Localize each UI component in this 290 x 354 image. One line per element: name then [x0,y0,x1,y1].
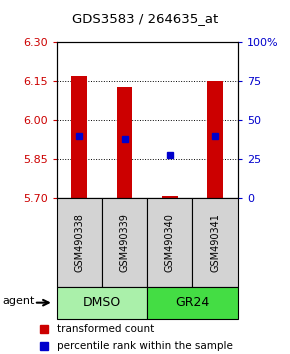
Bar [147,198,193,287]
Text: DMSO: DMSO [83,296,121,309]
Bar [162,196,178,198]
Bar [71,76,87,198]
Bar [117,87,133,198]
Text: agent: agent [3,296,35,306]
Text: GR24: GR24 [175,296,210,309]
Text: GSM490338: GSM490338 [74,213,84,272]
Text: GSM490341: GSM490341 [210,213,220,272]
Text: GSM490339: GSM490339 [119,213,130,272]
Bar [147,287,238,319]
Bar [207,81,223,198]
Bar [102,198,147,287]
Text: percentile rank within the sample: percentile rank within the sample [57,341,233,351]
Bar [57,198,102,287]
Bar [57,287,147,319]
Bar [193,198,238,287]
Text: GDS3583 / 264635_at: GDS3583 / 264635_at [72,12,218,25]
Text: GSM490340: GSM490340 [165,213,175,272]
Text: transformed count: transformed count [57,324,154,333]
